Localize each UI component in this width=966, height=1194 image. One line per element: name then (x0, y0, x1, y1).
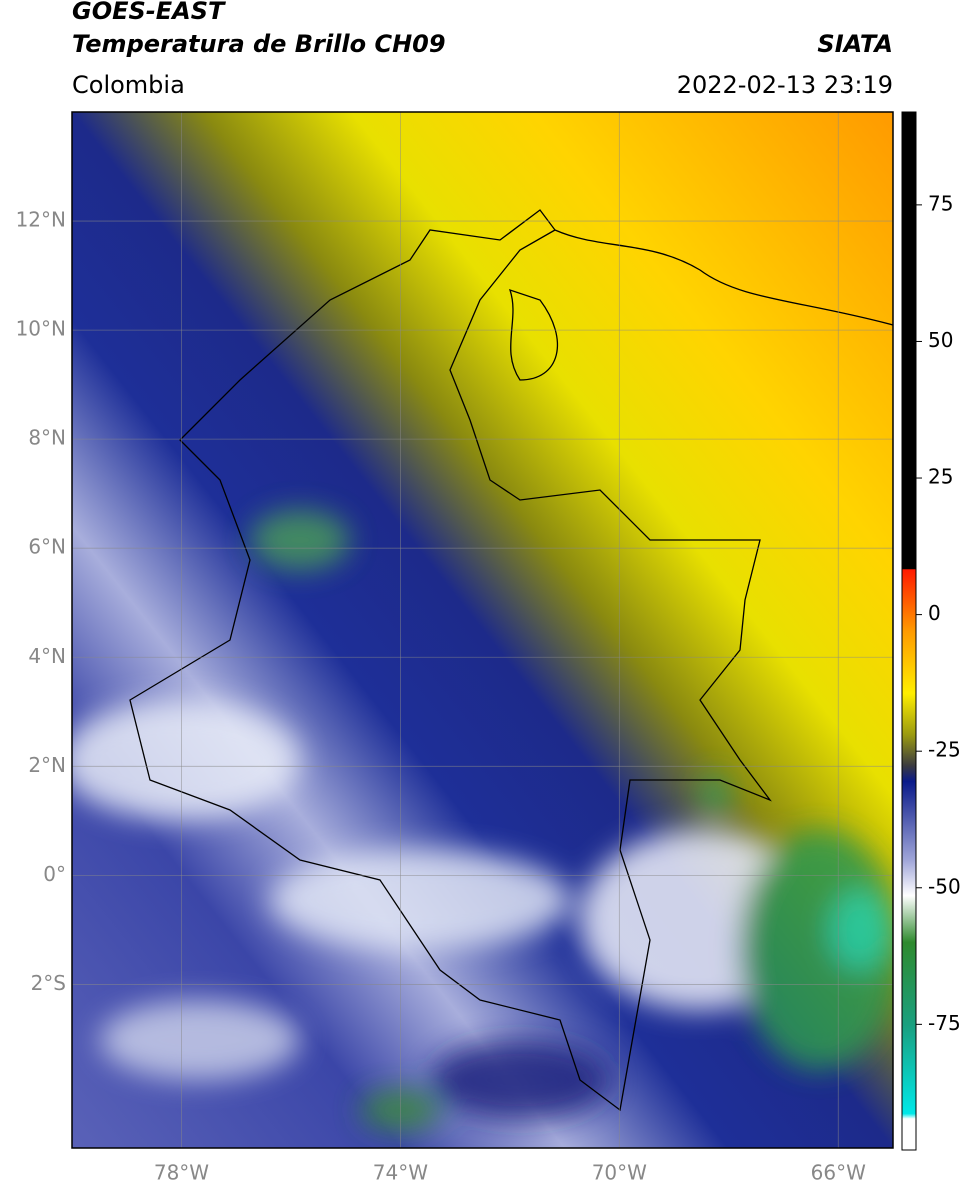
region: Colombia (72, 71, 185, 99)
lat-tick-label: 8°N (28, 426, 66, 450)
graticule (72, 112, 893, 1148)
lat-tick-label: 2°S (31, 971, 66, 995)
source: SIATA (817, 30, 893, 58)
colorbar (901, 111, 917, 1151)
timestamp: 2022-02-13 23:19 (677, 71, 893, 99)
lat-tick-label: 0° (43, 862, 66, 886)
title: GOES-EAST (72, 0, 226, 25)
colorbar-tick-label: -50 (928, 874, 961, 898)
lat-tick-label: 12°N (16, 208, 66, 232)
subtitle: Temperatura de Brillo CH09 (72, 30, 446, 58)
colorbar-tick-label: -25 (928, 738, 961, 762)
lat-tick-label: 6°N (28, 535, 66, 559)
lat-tick-label: 10°N (16, 317, 66, 341)
lat-tick-label: 2°N (28, 753, 66, 777)
map-frame (71, 111, 894, 1149)
colorbar-tick-label: 25 (928, 465, 953, 489)
lat-tick-label: 4°N (28, 644, 66, 668)
lon-tick-label: 66°W (811, 1161, 866, 1185)
colorbar-tick-label: 50 (928, 328, 953, 352)
lon-tick-label: 70°W (592, 1161, 647, 1185)
lon-tick-label: 78°W (154, 1161, 209, 1185)
satellite-image (72, 112, 893, 1148)
colorbar-tick-label: -75 (928, 1011, 961, 1035)
colorbar-tick-label: 75 (928, 191, 953, 215)
colorbar-tick-label: 0 (928, 601, 941, 625)
lon-tick-label: 74°W (373, 1161, 428, 1185)
